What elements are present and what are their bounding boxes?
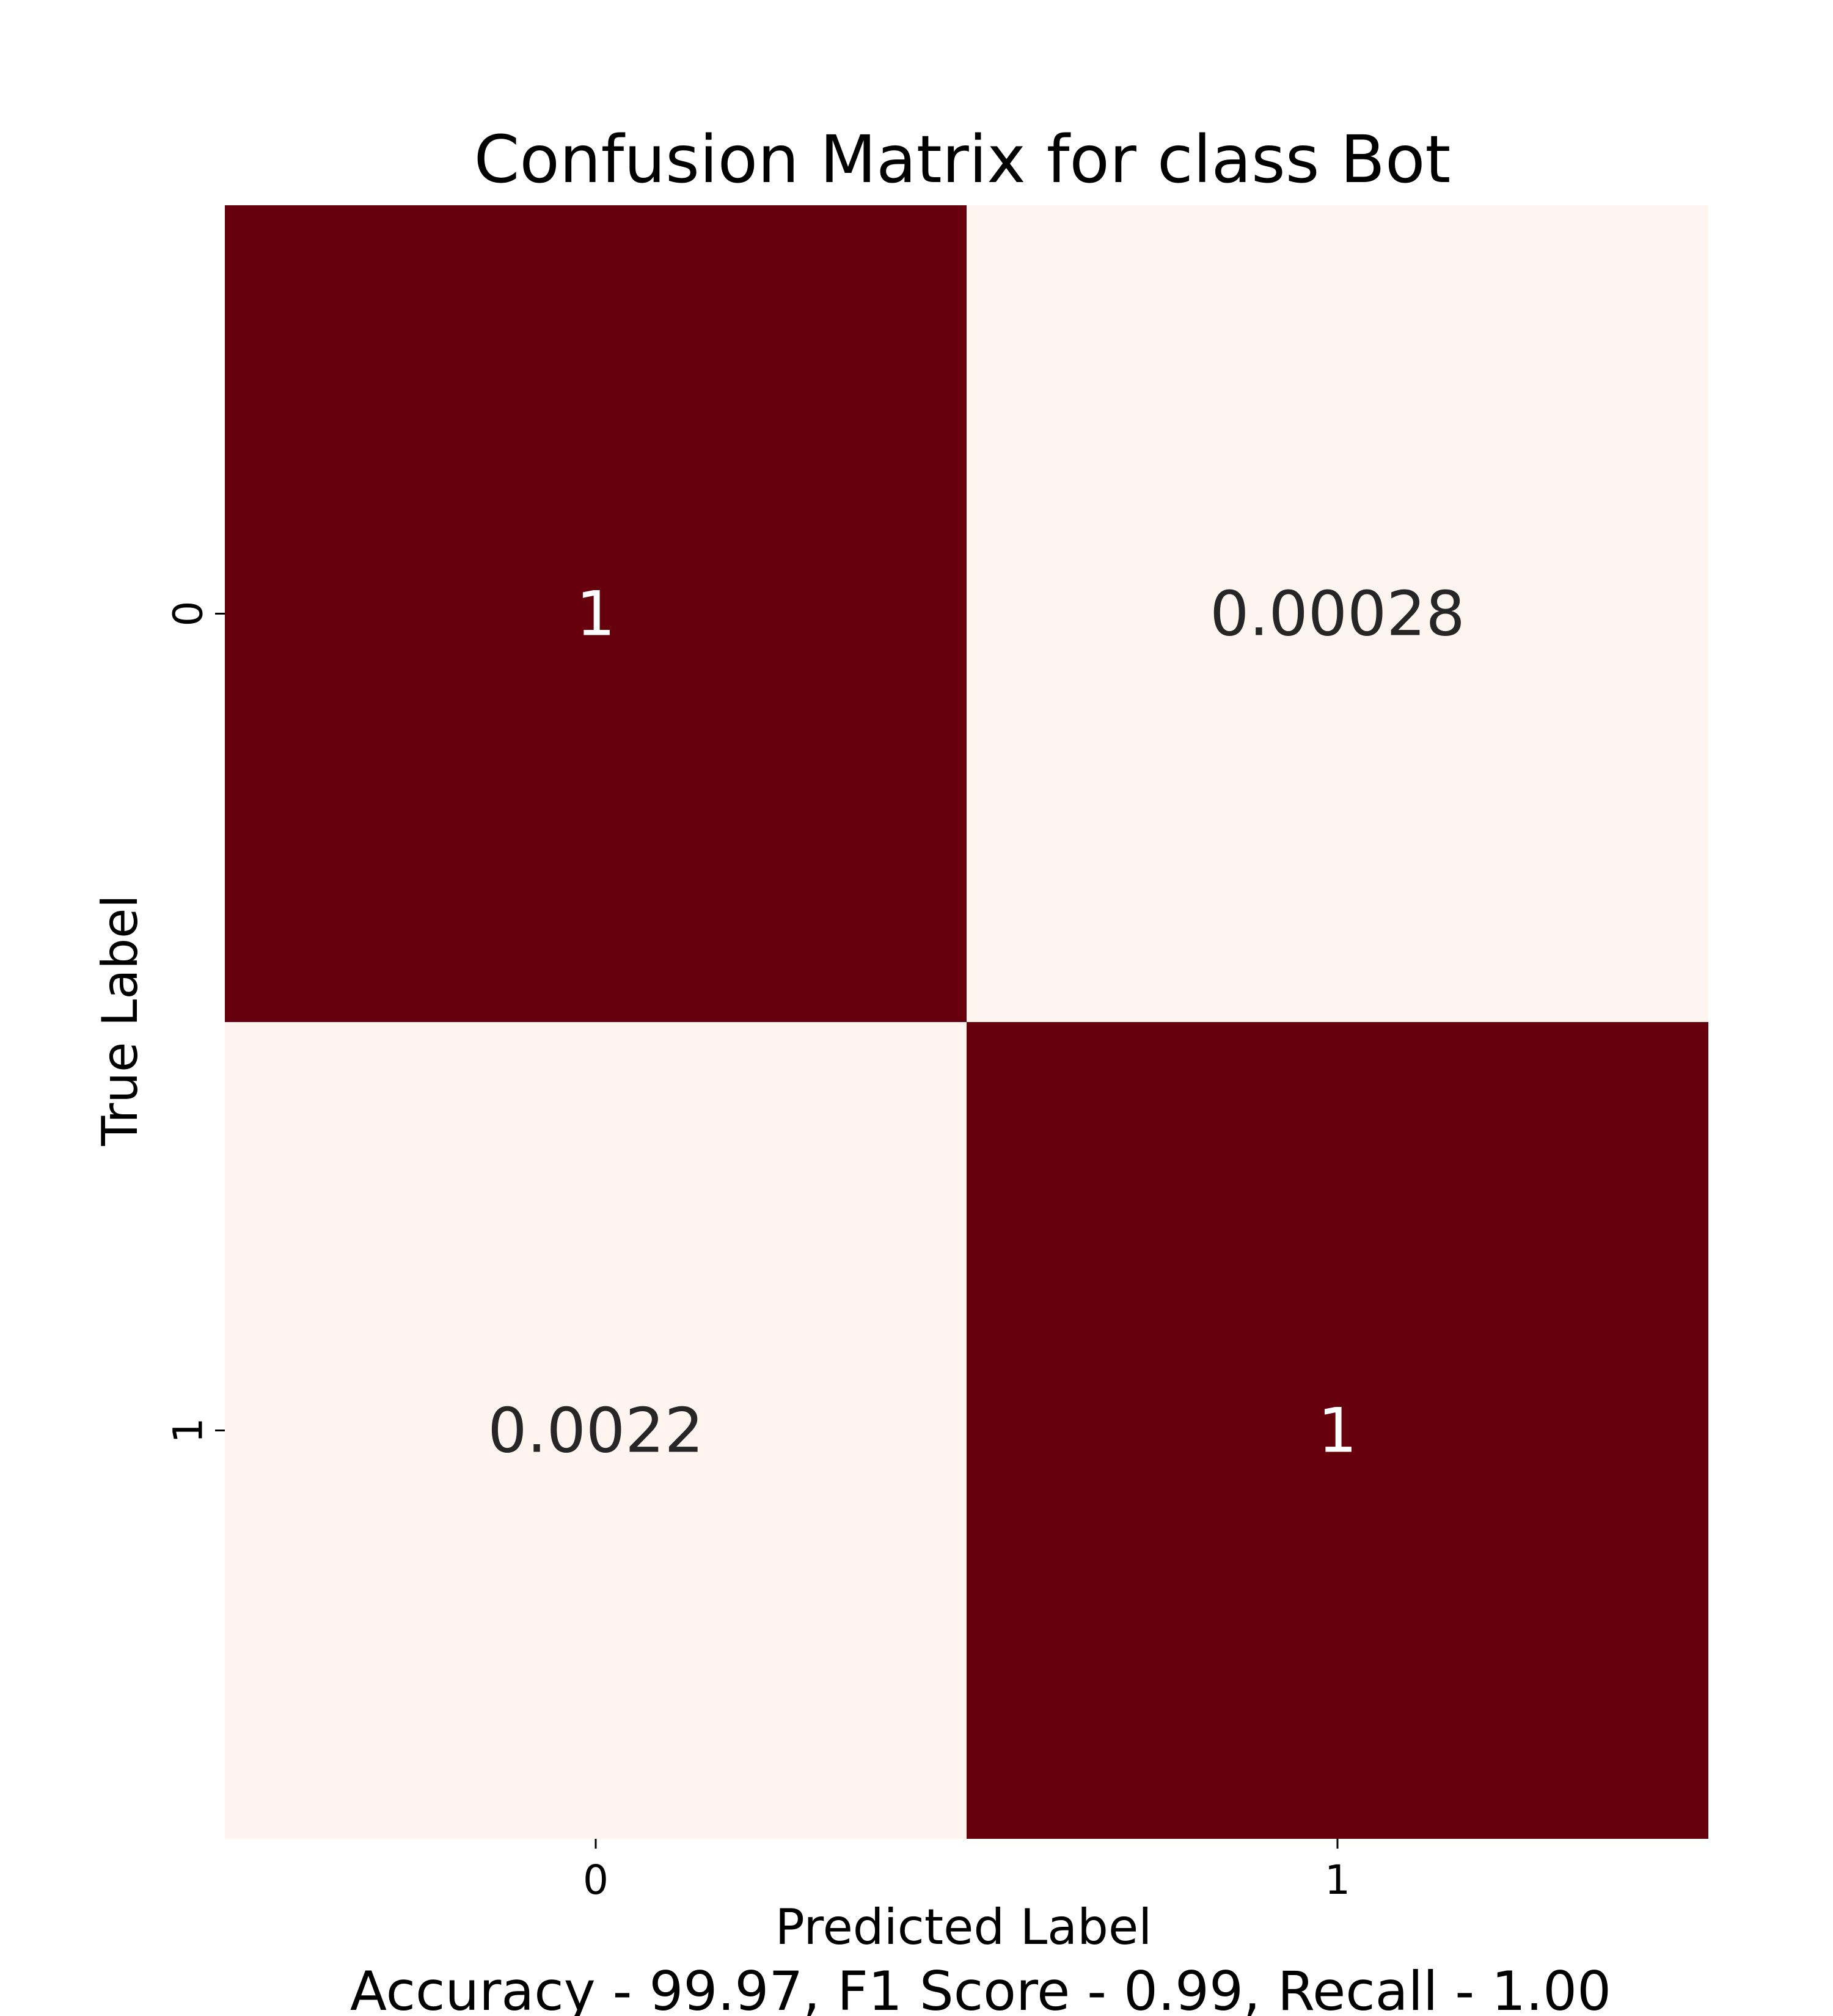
x-axis-label: Predicted Label	[775, 1899, 1152, 1956]
heatmap-cell-0-0	[225, 205, 967, 1022]
cell-value-label-1-0: 0.0022	[488, 1395, 703, 1467]
heatmap-cell-0-1	[967, 205, 1708, 1022]
cell-value-label-0-1: 0.00028	[1210, 578, 1465, 650]
cell-value-label-1-1: 1	[1318, 1395, 1357, 1467]
y-tick-label-1: 1	[165, 1418, 212, 1444]
heatmap-cell-1-1	[967, 1022, 1708, 1839]
x-tick-label-1: 1	[1325, 1857, 1350, 1904]
chart-title: Confusion Matrix for class Bot	[474, 122, 1451, 198]
y-axis-label: True Label	[92, 894, 148, 1146]
cell-value-label-0-0: 1	[576, 578, 615, 650]
heatmap-cell-1-0	[225, 1022, 967, 1839]
axis-ticks: 0 1 0 1	[165, 601, 1351, 1904]
heatmap-cells: 1 0.00028 0.0022 1	[225, 205, 1708, 1839]
x-tick-label-0: 0	[583, 1857, 609, 1904]
metrics-footer: Accuracy - 99.97, F1 Score - 0.99, Recal…	[350, 1960, 1611, 2016]
y-tick-label-0: 0	[165, 601, 212, 627]
